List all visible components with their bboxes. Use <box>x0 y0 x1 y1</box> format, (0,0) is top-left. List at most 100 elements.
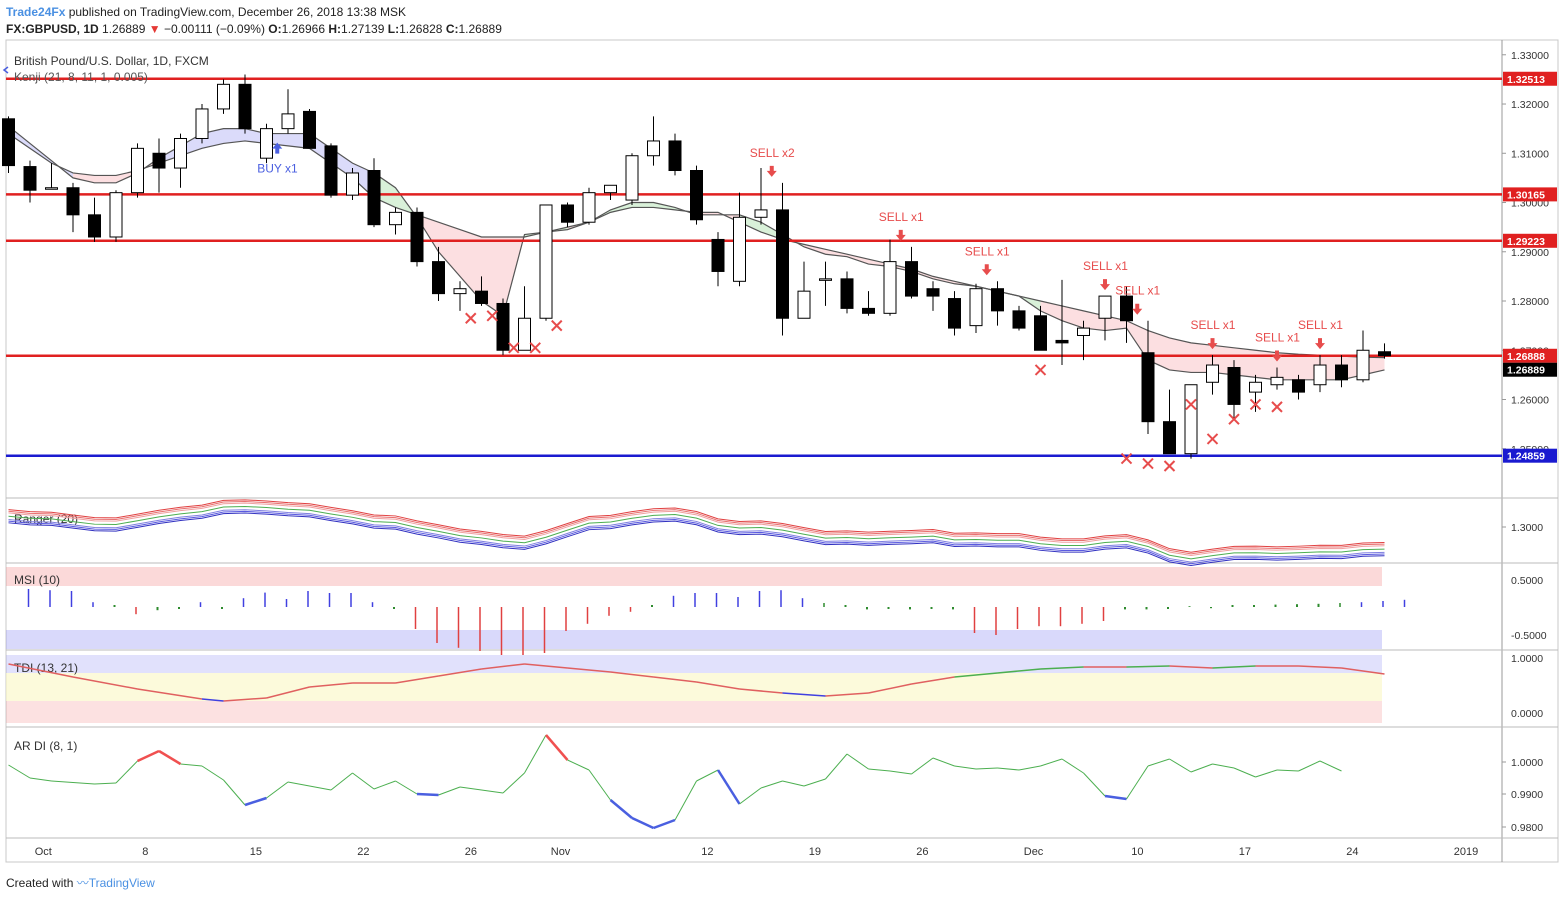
ardi-line-segment <box>1126 765 1149 800</box>
candle-up <box>733 216 746 282</box>
candle-down <box>690 170 703 221</box>
ardi-line-segment <box>223 779 246 806</box>
candle-down <box>324 145 338 196</box>
ardi-line-segment <box>459 786 504 794</box>
ardi-line-segment <box>136 749 160 763</box>
tdi-tick-label: 1.0000 <box>1511 653 1543 665</box>
tdi-line-segment <box>137 688 203 700</box>
cross-marker-icon <box>1034 364 1047 376</box>
tdi-line-segment <box>1341 667 1385 675</box>
level-price-tag <box>1503 348 1557 363</box>
cross-marker-icon <box>1185 398 1197 411</box>
kenji-cloud-segment <box>653 202 675 210</box>
cross-marker-icon <box>465 312 477 324</box>
ranger-band-line <box>8 509 1385 563</box>
buy-arrow-icon <box>272 142 283 154</box>
x-tick-label: 26 <box>465 846 477 858</box>
ardi-line-segment <box>1190 763 1213 773</box>
ranger-band-line <box>8 502 1385 557</box>
ardi-line-segment <box>846 753 869 770</box>
kenji-cloud-segment <box>1126 320 1148 361</box>
candle-down <box>303 110 316 149</box>
ardi-line-segment <box>1018 765 1041 771</box>
candle-down <box>367 170 381 226</box>
level-price-tag <box>1503 71 1557 86</box>
publish-info: Trade24Fx published on TradingView.com, … <box>6 5 406 19</box>
ardi-line-segment <box>1319 760 1342 772</box>
sell-arrow-icon <box>1100 279 1110 291</box>
tradingview-link[interactable]: TradingView <box>88 876 155 890</box>
ardi-line-segment <box>158 749 182 766</box>
candle-down <box>840 278 854 309</box>
ardi-line-segment <box>696 769 719 782</box>
author-link[interactable]: Trade24Fx <box>6 5 66 19</box>
tdi-line-segment <box>309 682 353 688</box>
sell-arrow-icon <box>1272 350 1282 362</box>
symbol-info: FX:GBPUSD, 1D 1.26889 ▼ −0.00111 (−0.09%… <box>6 22 502 36</box>
candle-up <box>1206 364 1219 383</box>
cross-marker-icon <box>1163 460 1176 472</box>
cross-marker-icon <box>1206 433 1219 445</box>
sell-arrow-icon <box>895 229 906 241</box>
ardi-line-segment <box>438 786 461 796</box>
tdi-line-segment <box>201 698 224 702</box>
ardi-line-segment <box>94 782 117 785</box>
last-price-tag <box>1503 362 1557 377</box>
tdi-line-segment <box>1169 665 1213 669</box>
low-value: 1.26828 <box>399 22 443 36</box>
kenji-cloud-segment <box>460 229 482 302</box>
sell-signal-label: SELL x1 <box>1083 259 1128 273</box>
candle-down <box>432 261 445 295</box>
tdi-line-segment <box>524 663 568 669</box>
sell-arrow-icon <box>1207 338 1218 350</box>
candle-up <box>109 192 123 238</box>
ranger-band-line <box>8 505 1385 560</box>
ardi-line-segment <box>954 765 977 770</box>
candle-down <box>1378 351 1391 357</box>
ardi-line-segment <box>352 772 375 790</box>
ardi-line-segment <box>244 796 267 807</box>
cross-marker-icon <box>551 319 563 332</box>
sell-arrow-icon <box>981 264 992 276</box>
ardi-line-segment <box>997 767 1020 771</box>
tdi-line-segment <box>438 668 482 677</box>
sell-signal-label: SELL x1 <box>965 244 1010 258</box>
tdi-middle-zone <box>6 673 1382 701</box>
msi-upper-zone <box>6 567 1382 586</box>
candle-down <box>926 288 940 297</box>
x-tick-label: 26 <box>916 846 928 858</box>
candle-up <box>604 184 617 194</box>
candle-down <box>862 307 875 314</box>
msi-tick-label: -0.5000 <box>1511 630 1547 642</box>
candle-up <box>1313 364 1327 386</box>
x-tick-label: Dec <box>1024 846 1044 858</box>
ardi-line-segment <box>266 781 289 799</box>
ardi-line-segment <box>1147 758 1170 767</box>
tdi-line-segment <box>8 663 74 678</box>
x-tick-label: 2019 <box>1454 846 1478 858</box>
sell-arrow-icon <box>1315 338 1325 350</box>
x-tick-label: 19 <box>809 846 821 858</box>
candle-up <box>518 317 531 351</box>
y-tick-label: 1.28000 <box>1511 296 1549 308</box>
kenji-cloud-segment <box>1255 350 1277 380</box>
ardi-line-segment <box>1169 758 1192 773</box>
tdi-tick-label: 0.0000 <box>1511 708 1543 720</box>
cross-marker-icon <box>508 342 520 354</box>
tdi-line-segment <box>696 681 740 690</box>
ardi-line-segment <box>782 780 805 787</box>
kenji-cloud-segment <box>1040 301 1062 321</box>
tdi-line-segment <box>266 686 310 699</box>
sell-signal-label: SELL x1 <box>1255 330 1300 344</box>
candle-up <box>647 140 660 157</box>
sell-arrow-icon <box>766 165 777 177</box>
candle-down <box>1227 366 1241 405</box>
chart-frame <box>5 39 1559 863</box>
kenji-cloud-segment <box>94 175 116 183</box>
ardi-pane-label: AR DI (8, 1) <box>14 739 77 753</box>
tdi-pane-label: TDI (13, 21) <box>14 661 78 675</box>
candle-up <box>539 204 553 319</box>
kenji-cloud-segment <box>73 172 95 183</box>
candle-down <box>410 211 424 263</box>
